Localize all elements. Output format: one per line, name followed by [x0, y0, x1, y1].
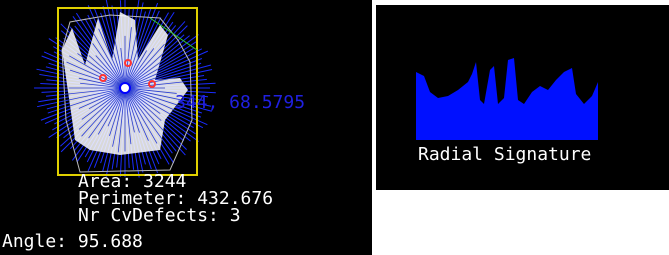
angle-text: Angle: 95.688 — [2, 231, 143, 252]
defects-text: Nr CvDefects: 3 — [78, 205, 241, 226]
overlay-text: 344, 68.5795 — [175, 92, 305, 113]
screenshot: 344, 68.5795 Radial Signature Area: 3244… — [0, 0, 669, 255]
signature-label: Radial Signature — [418, 144, 591, 165]
scene: 344, 68.5795 Radial Signature Area: 3244… — [0, 0, 669, 255]
palm-center — [120, 83, 130, 93]
